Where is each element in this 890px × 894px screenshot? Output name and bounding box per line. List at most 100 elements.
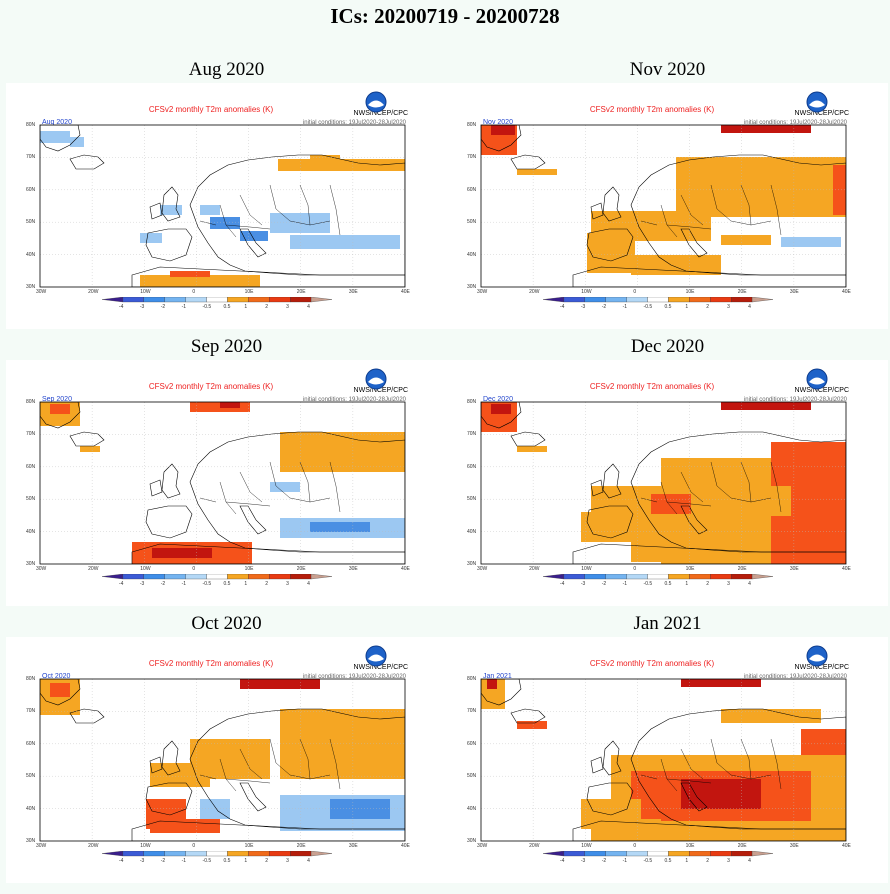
country-border xyxy=(299,184,311,226)
colorbar-label: 4 xyxy=(748,304,751,310)
land-outline-uk xyxy=(602,463,622,499)
country-border xyxy=(225,778,271,784)
land-outline-africa xyxy=(131,820,405,841)
lon-label: 0 xyxy=(192,843,196,849)
land-outline-scandinavia xyxy=(630,154,846,276)
anomaly-patch xyxy=(833,165,846,215)
colorbar-label: -3 xyxy=(580,304,586,310)
colorbar-label: -0.5 xyxy=(202,304,212,310)
panel-title: Aug 2020 xyxy=(188,59,265,80)
page-title: ICs: 20200719 - 20200728 xyxy=(330,4,560,28)
anomaly-patch xyxy=(170,271,210,277)
anomaly-patch xyxy=(270,482,300,492)
country-border xyxy=(269,738,291,776)
country-border xyxy=(710,461,732,499)
anomaly-patch xyxy=(152,548,212,558)
colorbar-label: 1 xyxy=(244,304,248,310)
anomaly-map xyxy=(39,124,406,288)
plot-title: CFSv2 monthly T2m anomalies (K) xyxy=(589,659,715,668)
land-outline-greenland xyxy=(481,679,522,706)
lon-label: 20E xyxy=(737,566,747,572)
lat-label: 50N xyxy=(26,496,36,503)
land-outline-ireland xyxy=(590,479,604,497)
country-border xyxy=(710,184,732,222)
lat-label: 30N xyxy=(467,561,477,567)
map-card: CFSv2 monthly T2m anomalies (K) initial c… xyxy=(447,637,888,883)
colorbar-label: -4 xyxy=(559,304,565,310)
land-outline-africa xyxy=(572,543,846,564)
map-month-label: Jan 2021 xyxy=(483,673,512,680)
agency-label: NWS/NCEP/CPC xyxy=(353,664,408,671)
country-border xyxy=(225,224,271,230)
lat-label: 40N xyxy=(26,251,36,258)
colorbar-label: 4 xyxy=(307,304,310,310)
lon-label: 40E xyxy=(842,566,851,572)
land-outline-iceland xyxy=(510,154,546,170)
country-border xyxy=(225,501,271,507)
lon-label: 10W xyxy=(581,843,592,849)
anomaly-patch xyxy=(50,404,70,414)
colorbar-label: -1 xyxy=(622,581,628,587)
colorbar xyxy=(101,574,333,580)
lat-label: 30N xyxy=(26,838,36,844)
lon-label: 30E xyxy=(348,289,358,295)
colorbar-label: -4 xyxy=(118,304,124,310)
colorbar-label: 3 xyxy=(286,581,289,587)
ic-text: initial conditions: 19Jul2020-28Jul2020 xyxy=(743,674,847,680)
anomaly-patch xyxy=(631,532,731,562)
colorbar-label: -3 xyxy=(139,581,145,587)
lat-label: 50N xyxy=(467,219,477,226)
anomaly-patch xyxy=(40,131,70,143)
lat-label: 80N xyxy=(467,122,477,128)
country-border xyxy=(329,184,341,236)
country-border xyxy=(199,774,217,780)
country-border xyxy=(770,738,782,790)
panel-nov-2020: Nov 2020 CFSv2 monthly T2m anomalies (K)… xyxy=(447,57,888,329)
country-border xyxy=(740,461,752,503)
lat-label: 70N xyxy=(26,154,36,161)
land-outline-ireland xyxy=(149,479,163,497)
agency-label: NWS/NCEP/CPC xyxy=(353,387,408,394)
land-outline-africa xyxy=(131,266,405,287)
anomaly-patch xyxy=(517,446,547,452)
anomaly-patch xyxy=(290,235,400,249)
map-month-label: Oct 2020 xyxy=(42,673,71,680)
colorbar-label: 0.5 xyxy=(223,304,231,310)
anomaly-patch xyxy=(220,402,240,408)
land-outline-uk xyxy=(161,186,181,222)
colorbar-label: 1 xyxy=(244,581,248,587)
colorbar-label: -1 xyxy=(181,581,187,587)
colorbar-label: 0.5 xyxy=(664,304,672,310)
land-outline-italy xyxy=(680,228,708,258)
colorbar-label: 4 xyxy=(307,581,310,587)
anomaly-patch xyxy=(591,819,661,841)
colorbar xyxy=(542,851,774,857)
lon-label: 40E xyxy=(401,289,410,295)
lon-label: 10W xyxy=(140,843,151,849)
noaa-logo-icon xyxy=(365,368,387,390)
lat-label: 40N xyxy=(467,528,477,535)
noaa-logo-icon xyxy=(365,645,387,667)
country-border xyxy=(640,220,658,226)
colorbar-label: 3 xyxy=(727,304,730,310)
lat-label: 30N xyxy=(467,284,477,290)
land-outline-iceland xyxy=(69,431,105,447)
land-outline-uk xyxy=(602,186,622,222)
colorbar-label: -2 xyxy=(601,581,607,587)
panel-title: Oct 2020 xyxy=(191,613,262,634)
lon-label: 0 xyxy=(192,566,196,572)
colorbar xyxy=(542,574,774,580)
lon-label: 20W xyxy=(88,566,99,572)
land-outline-iceland xyxy=(510,431,546,447)
lon-label: 10W xyxy=(140,566,151,572)
land-outline-greenland xyxy=(40,402,81,429)
lon-label: 30W xyxy=(477,566,488,572)
country-border xyxy=(770,461,782,513)
colorbar-label: -2 xyxy=(160,858,166,864)
anomaly-patch xyxy=(310,522,370,532)
panel-aug-2020: Aug 2020 CFSv2 monthly T2m anomalies (K)… xyxy=(6,57,447,329)
colorbar-label: -3 xyxy=(580,858,586,864)
colorbar-label: 4 xyxy=(748,581,751,587)
colorbar-label: 2 xyxy=(265,304,269,310)
lon-label: 40E xyxy=(401,843,410,849)
